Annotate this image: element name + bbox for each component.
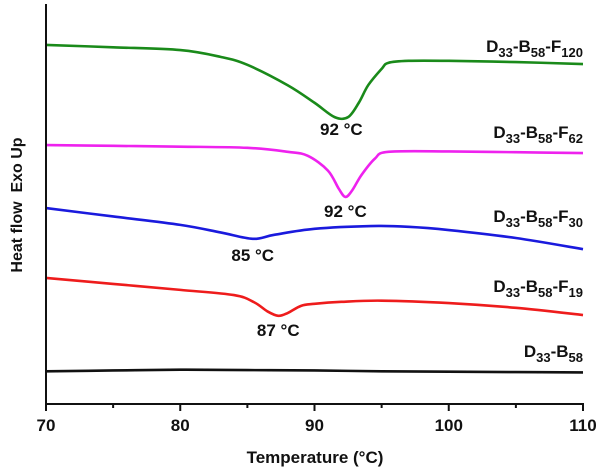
label-subscript: 58 — [538, 215, 552, 230]
x-axis-title: Temperature (°C) — [247, 448, 384, 467]
series-line-1 — [45, 143, 584, 199]
label-text: D — [493, 123, 505, 142]
label-subscript: 33 — [506, 285, 520, 300]
label-text: D — [493, 207, 505, 226]
series-label-3: D33-B58-F19 — [493, 277, 583, 300]
y-axis-title: Heat flow Exo Up — [9, 137, 26, 272]
label-subscript: 58 — [569, 350, 583, 365]
series-labels: D33-B58-F120D33-B58-F62D33-B58-F30D33-B5… — [486, 37, 583, 365]
label-text: -F — [552, 277, 568, 296]
label-subscript: 33 — [498, 45, 512, 60]
label-text: -F — [552, 207, 568, 226]
series-label-1: D33-B58-F62 — [493, 123, 583, 146]
label-subscript: 62 — [569, 131, 583, 146]
label-text: -B — [520, 277, 538, 296]
series-line-3 — [45, 276, 584, 318]
peak-annotation-0: 92 °C — [320, 120, 363, 139]
x-tick-label: 90 — [305, 416, 324, 435]
label-text: -B — [513, 37, 531, 56]
series-line-2 — [45, 206, 584, 251]
label-text: -F — [545, 37, 561, 56]
label-subscript: 33 — [506, 131, 520, 146]
label-text: -B — [520, 123, 538, 142]
x-tick-label: 100 — [435, 416, 463, 435]
label-subscript: 33 — [536, 350, 550, 365]
curves — [45, 43, 584, 374]
peak-annotation-3: 87 °C — [257, 321, 300, 340]
series-label-4: D33-B58 — [524, 342, 583, 365]
x-tick-label: 70 — [37, 416, 56, 435]
series-label-0: D33-B58-F120 — [486, 37, 583, 60]
peak-annotation-2: 85 °C — [231, 246, 274, 265]
label-subscript: 58 — [538, 131, 552, 146]
peak-annotation-1: 92 °C — [324, 202, 367, 221]
label-subscript: 33 — [506, 215, 520, 230]
label-text: D — [524, 342, 536, 361]
label-subscript: 30 — [569, 215, 583, 230]
label-text: D — [493, 277, 505, 296]
label-text: -B — [551, 342, 569, 361]
label-subscript: 58 — [531, 45, 545, 60]
x-tick-label: 110 — [569, 416, 596, 435]
x-ticks: 70 80 90 100 110 — [37, 404, 597, 435]
label-subscript: 58 — [538, 285, 552, 300]
label-text: -B — [520, 207, 538, 226]
peak-annotations: 92 °C 92 °C 85 °C 87 °C — [231, 120, 366, 340]
label-text: D — [486, 37, 498, 56]
series-line-0 — [45, 43, 584, 121]
x-tick-label: 80 — [171, 416, 190, 435]
label-subscript: 19 — [569, 285, 583, 300]
label-text: -F — [552, 123, 568, 142]
label-subscript: 120 — [561, 45, 583, 60]
series-line-4 — [45, 368, 584, 374]
series-label-2: D33-B58-F30 — [493, 207, 583, 230]
